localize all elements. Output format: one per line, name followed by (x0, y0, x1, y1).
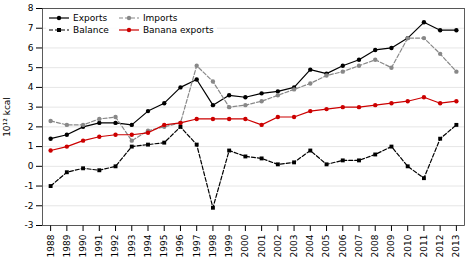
svg-text:2006: 2006 (338, 234, 348, 257)
svg-text:10¹² kcal: 10¹² kcal (2, 97, 12, 137)
svg-text:1994: 1994 (143, 234, 153, 257)
svg-text:2007: 2007 (354, 235, 364, 258)
svg-text:1997: 1997 (192, 235, 202, 258)
svg-text:2005: 2005 (321, 235, 331, 258)
html-text:Imports: Imports (142, 13, 178, 23)
svg-text:1992: 1992 (110, 235, 120, 258)
svg-text:5: 5 (28, 63, 34, 73)
svg-text:1996: 1996 (175, 234, 185, 257)
svg-text:2011: 2011 (419, 235, 429, 258)
svg-text:1993: 1993 (127, 235, 137, 258)
svg-text:4: 4 (28, 82, 34, 92)
svg-text:-2: -2 (25, 201, 34, 211)
html-text:Balance: Balance (73, 25, 109, 35)
svg-text:2010: 2010 (403, 234, 413, 257)
svg-text:7: 7 (28, 23, 34, 33)
svg-text:3: 3 (28, 102, 34, 112)
svg-text:2002: 2002 (273, 235, 283, 258)
svg-text:1989: 1989 (62, 234, 72, 257)
svg-text:2001: 2001 (256, 235, 266, 258)
svg-text:8: 8 (28, 3, 34, 13)
html-text:Exports: Exports (73, 13, 108, 23)
svg-text:1: 1 (28, 141, 34, 151)
svg-text:6: 6 (28, 43, 34, 53)
svg-text:-1: -1 (25, 181, 34, 191)
html-text:Banana exports: Banana exports (142, 25, 214, 35)
svg-text:2009: 2009 (386, 234, 396, 257)
svg-text:1998: 1998 (208, 234, 218, 257)
svg-text:-3: -3 (25, 220, 34, 230)
svg-text:2004: 2004 (305, 234, 315, 257)
svg-text:1991: 1991 (94, 235, 104, 258)
svg-text:1995: 1995 (159, 235, 169, 258)
svg-text:0: 0 (28, 161, 34, 171)
svg-text:2003: 2003 (289, 235, 299, 258)
svg-text:1999: 1999 (224, 234, 234, 257)
svg-text:1988: 1988 (45, 234, 55, 257)
svg-text:2008: 2008 (370, 234, 380, 257)
svg-text:1990: 1990 (78, 234, 88, 257)
svg-text:2000: 2000 (240, 234, 250, 257)
svg-text:2013: 2013 (451, 235, 461, 258)
svg-text:2: 2 (28, 122, 34, 132)
svg-text:2012: 2012 (435, 235, 445, 258)
